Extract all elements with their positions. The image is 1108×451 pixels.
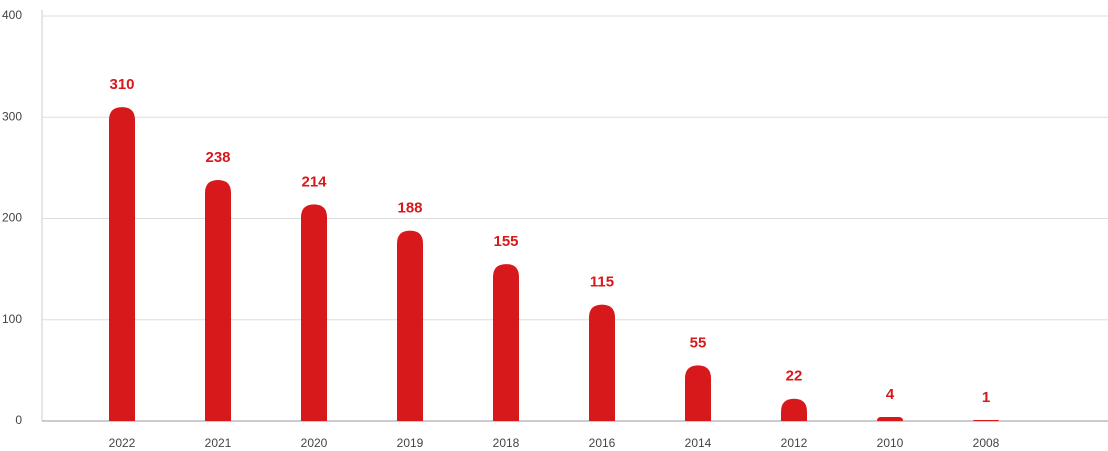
y-tick-label: 300 <box>2 109 22 123</box>
x-tick-label: 2019 <box>397 436 424 450</box>
y-tick-label: 0 <box>15 413 22 427</box>
x-tick-label: 2014 <box>685 436 712 450</box>
y-tick-label: 100 <box>2 312 22 326</box>
value-label: 55 <box>690 334 707 351</box>
x-tick-label: 2020 <box>301 436 328 450</box>
value-label: 155 <box>493 233 518 250</box>
bar <box>589 304 615 421</box>
bar <box>781 398 807 421</box>
value-label: 22 <box>786 368 803 385</box>
x-tick-label: 2016 <box>589 436 616 450</box>
bar <box>973 419 999 421</box>
x-tick-label: 2008 <box>973 436 1000 450</box>
value-label: 188 <box>397 200 422 217</box>
bar <box>493 264 519 421</box>
value-label: 310 <box>109 76 134 93</box>
value-label: 214 <box>301 173 327 190</box>
x-tick-label: 2021 <box>205 436 232 450</box>
x-tick-label: 2010 <box>877 436 904 450</box>
x-tick-label: 2022 <box>109 436 136 450</box>
x-tick-label: 2012 <box>781 436 808 450</box>
value-label: 238 <box>205 149 230 166</box>
bar <box>205 180 231 421</box>
y-tick-label: 200 <box>2 211 22 225</box>
y-tick-label: 400 <box>2 8 22 22</box>
bar <box>685 365 711 421</box>
bar <box>877 416 903 421</box>
value-label: 115 <box>590 274 614 291</box>
value-label: 4 <box>886 386 895 403</box>
bar <box>109 107 135 421</box>
value-label: 1 <box>982 389 990 406</box>
bar <box>397 230 423 421</box>
bar <box>301 204 327 421</box>
x-tick-label: 2018 <box>493 436 520 450</box>
